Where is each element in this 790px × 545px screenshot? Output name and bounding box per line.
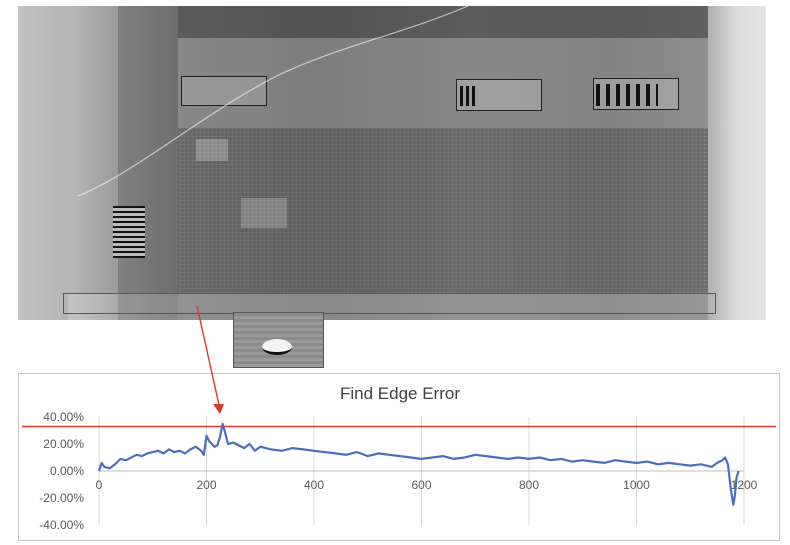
scan-bottom-strip: [68, 293, 708, 320]
scan-chip-stack: [113, 206, 145, 258]
x-tick-label-6: 1200: [731, 478, 758, 492]
annotation-arrow-head: [213, 404, 224, 414]
scan-pad-1: [196, 139, 228, 161]
x-tick-label-0: 0: [96, 478, 103, 492]
scan-fiber-line: [77, 6, 469, 197]
x-tick-label-5: 1000: [623, 478, 650, 492]
x-tick-label-4: 800: [519, 478, 539, 492]
defect-blob: [262, 339, 292, 355]
y-tick-label-3: 20.00%: [43, 437, 84, 451]
region-highlight-box: [63, 293, 716, 314]
scan-left-column: [18, 6, 118, 320]
scan-bars-2: [460, 86, 478, 106]
scan-top-band: [178, 6, 708, 38]
wafer-scan-image: [18, 6, 766, 320]
y-tick-label-1: -20.00%: [39, 491, 84, 505]
y-tick-label-2: 0.00%: [50, 464, 84, 478]
scan-grid-area: [178, 128, 708, 293]
scan-bars-3: [596, 84, 658, 106]
y-tick-label-4: 40.00%: [43, 410, 84, 424]
scan-dark-column: [118, 6, 178, 320]
chart-title: Find Edge Error: [340, 384, 460, 403]
scan-right-margin: [708, 6, 766, 320]
x-tick-label-3: 600: [411, 478, 431, 492]
annotation-arrow-line: [196, 305, 220, 406]
x-tick-label-1: 200: [196, 478, 216, 492]
scan-pad-2: [241, 198, 287, 228]
y-tick-label-0: -40.00%: [39, 518, 84, 532]
defect-zoom-inset: [233, 312, 324, 368]
scan-feature-box-1: [181, 76, 267, 106]
x-tick-label-2: 400: [304, 478, 324, 492]
series-line-0: [97, 422, 740, 506]
